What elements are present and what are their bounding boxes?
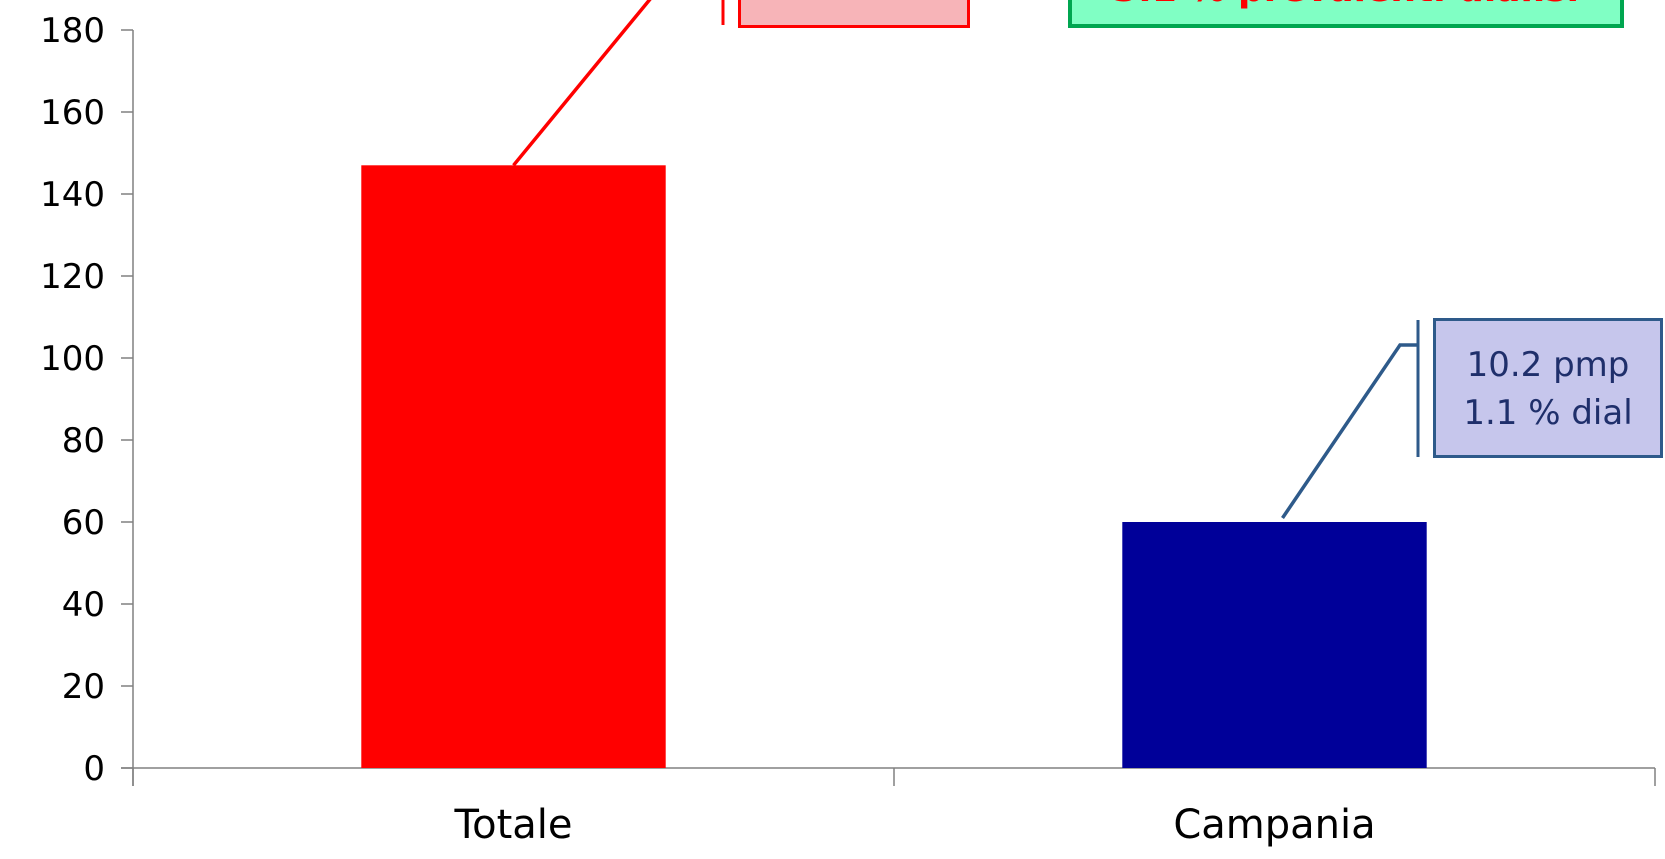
bars-group: [361, 165, 1427, 769]
y-tick-label: 140: [40, 175, 105, 215]
campania-callout-line2: 1.1 % dial: [1463, 393, 1633, 433]
chart-axes: 0 20 40 60 80 100 120 140 160 180 Totale Campania: [40, 11, 1656, 848]
y-tick-label: 180: [40, 11, 105, 51]
y-tick-label: 120: [40, 257, 105, 297]
y-tick-label: 20: [62, 667, 105, 707]
y-tick-label: 40: [62, 585, 105, 625]
totale-leader-line: [512, 0, 652, 167]
campania-callout-line1: 10.2 pmp: [1466, 345, 1630, 385]
callout-leaders: [512, 0, 1420, 519]
y-tick-label: 80: [62, 421, 105, 461]
campania-callout: 10.2 pmp 1.1 % dial: [1433, 318, 1663, 458]
x-tick-label: Campania: [1173, 802, 1375, 848]
campania-leader-line: [1281, 343, 1418, 519]
totale-callout: 2.5 % dial: [738, 0, 970, 28]
bar-totale: [361, 165, 666, 769]
y-tick-label: 100: [40, 339, 105, 379]
bar-campania: [1122, 522, 1427, 768]
y-tick-label: 160: [40, 93, 105, 133]
y-tick-label: 0: [83, 749, 105, 789]
x-tick-label: Totale: [453, 802, 572, 848]
prevalence-callout: 3.1 % prevalenti dialisi: [1068, 0, 1624, 28]
y-tick-label: 60: [62, 503, 105, 543]
